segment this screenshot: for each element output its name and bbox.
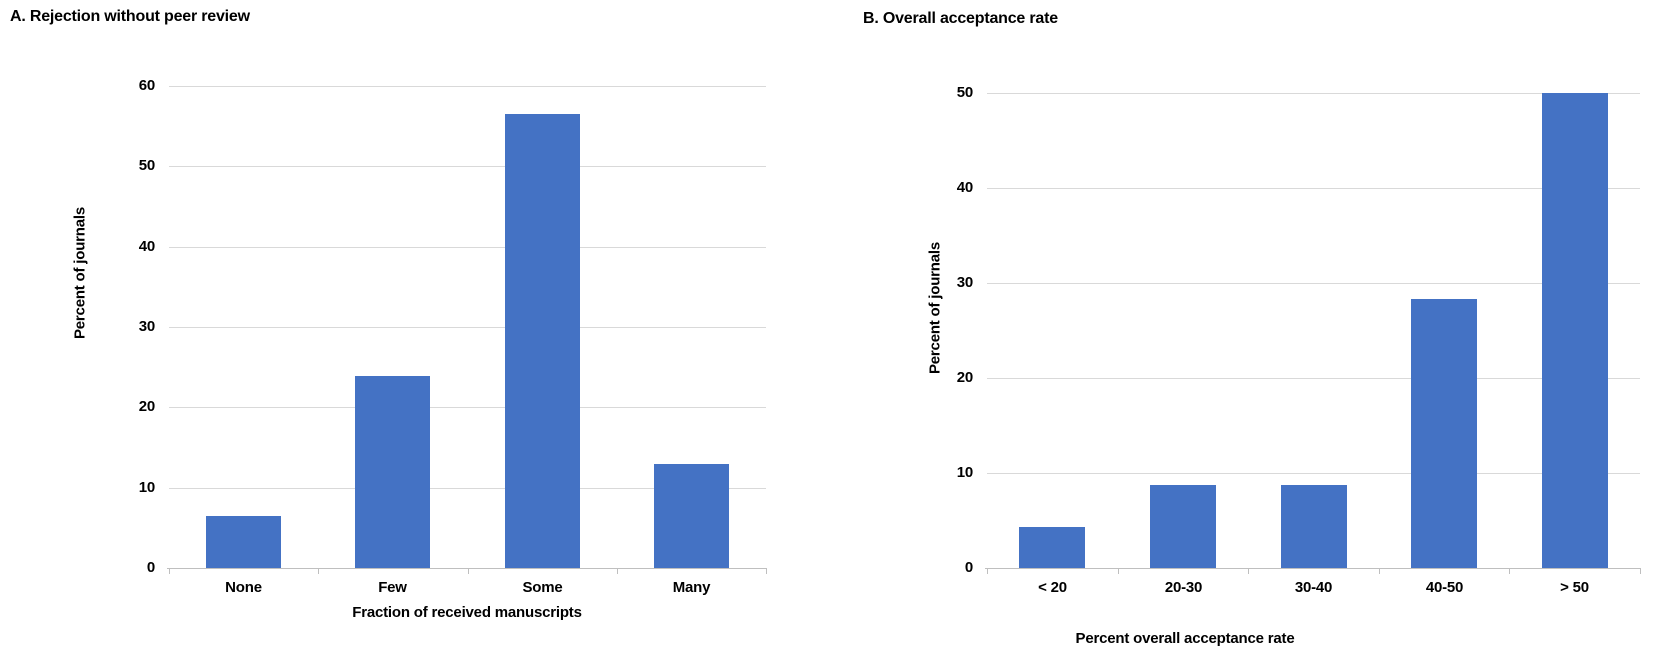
- gridline-20: [987, 377, 1640, 379]
- chart-a-x-axis-title: Fraction of received manuscripts: [352, 604, 582, 621]
- bar-Many: [654, 464, 729, 568]
- x-tick-label-40-50: 40-50: [1425, 579, 1464, 596]
- gridline-10: [987, 472, 1640, 474]
- x-axis-tick: [1247, 568, 1249, 574]
- gridline-30: [169, 326, 766, 328]
- x-tick-label-Few: Few: [378, 579, 407, 596]
- gridline-30: [987, 282, 1640, 284]
- chart-panel-a: A. Rejection without peer review Percent…: [10, 8, 767, 621]
- x-tick-label-Some: Some: [522, 579, 563, 596]
- bar-20-30: [1150, 485, 1216, 568]
- chart-b-plot: 0 10 20 30 40 50 < 20 20-30 30-40 40-50 > 50: [957, 84, 1641, 596]
- y-tick-label-20: 20: [138, 398, 155, 415]
- chart-b-y-axis-title: Percent of journals: [926, 241, 944, 375]
- chart-a-y-axis-title: Percent of journals: [71, 206, 89, 340]
- x-tick-label-None: None: [225, 579, 262, 596]
- y-tick-label-60: 60: [138, 77, 155, 94]
- x-axis-tick: [317, 568, 319, 574]
- x-axis-tick: [765, 568, 767, 574]
- x-tick-label-> 50: > 50: [1560, 579, 1589, 596]
- x-axis-tick: [616, 568, 618, 574]
- gridline-50: [987, 92, 1640, 94]
- x-axis-tick: [467, 568, 469, 574]
- y-tick-label-40: 40: [956, 179, 973, 196]
- y-tick-label-30: 30: [138, 318, 155, 335]
- chart-panel-b: B. Overall acceptance rate Percent of jo…: [827, 0, 1654, 657]
- chart-b-title: B. Overall acceptance rate: [863, 10, 1058, 27]
- gridline-10: [169, 487, 766, 489]
- x-tick-label-< 20: < 20: [1038, 579, 1067, 596]
- y-tick-label-10: 10: [138, 479, 155, 496]
- gridline-20: [169, 406, 766, 408]
- chart-a-title: A. Rejection without peer review: [10, 8, 250, 25]
- gridline-40: [987, 187, 1640, 189]
- x-axis-tick: [1378, 568, 1380, 574]
- bar-30-40: [1281, 485, 1347, 568]
- x-axis-tick: [1117, 568, 1119, 574]
- y-tick-label-10: 10: [956, 464, 973, 481]
- x-tick-label-30-40: 30-40: [1294, 579, 1333, 596]
- chart-a-plot: 0 10 20 30 40 50 60 None Few Some Many: [139, 77, 767, 596]
- bar-40-50: [1411, 299, 1477, 568]
- x-axis-tick: [1508, 568, 1510, 574]
- x-axis-tick: [986, 568, 988, 574]
- x-axis-line: [167, 568, 766, 569]
- y-tick-label-0: 0: [146, 559, 155, 576]
- y-tick-label-50: 50: [956, 84, 973, 101]
- bar-Some: [505, 114, 580, 568]
- x-tick-label-20-30: 20-30: [1164, 579, 1203, 596]
- bar-< 20: [1019, 527, 1085, 568]
- x-axis-line: [985, 568, 1640, 569]
- y-tick-label-30: 30: [956, 274, 973, 291]
- y-tick-label-50: 50: [138, 157, 155, 174]
- bar-Few: [355, 376, 430, 568]
- gridline-40: [169, 246, 766, 248]
- gridline-50: [169, 165, 766, 167]
- bar-None: [206, 516, 281, 568]
- x-axis-tick: [168, 568, 170, 574]
- y-tick-label-0: 0: [964, 559, 973, 576]
- x-tick-label-Many: Many: [672, 579, 711, 596]
- gridline-60: [169, 85, 766, 87]
- y-tick-label-20: 20: [956, 369, 973, 386]
- y-tick-label-40: 40: [138, 238, 155, 255]
- bar-> 50: [1542, 93, 1608, 568]
- x-axis-tick: [1639, 568, 1641, 574]
- chart-b-x-axis-title: Percent overall acceptance rate: [1075, 630, 1295, 647]
